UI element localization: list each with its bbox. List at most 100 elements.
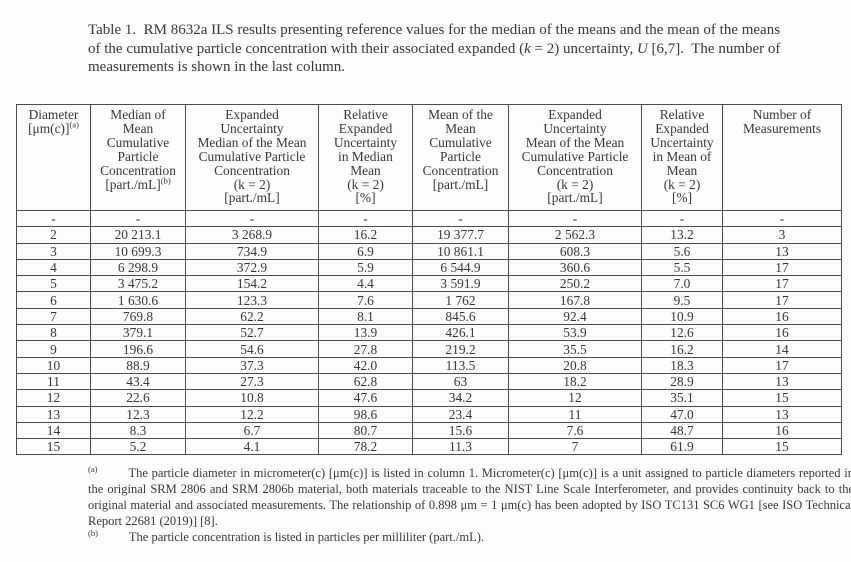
table-cell: 8.3 — [90, 421, 186, 440]
table-cell: 19 377.7 — [412, 226, 509, 244]
table-cell: 12 — [16, 389, 91, 407]
table-cell: 2 — [16, 226, 91, 244]
table-cell: 47.6 — [318, 389, 413, 407]
table-cell: 16 — [722, 324, 842, 342]
table-cell: 16 — [722, 421, 842, 440]
column-header-text: Relative Expanded Uncertainty in Median … — [333, 107, 398, 206]
table-cell: - — [185, 209, 319, 228]
table-cell: 8 — [16, 324, 91, 342]
table-cell: 9.5 — [641, 291, 723, 309]
column-header-mean-concentration: Mean of the Mean Cumulative Particle Con… — [412, 104, 509, 211]
table-cell: 154.2 — [185, 275, 319, 293]
table-cell: 769.8 — [90, 307, 186, 326]
table-cell: 42.0 — [318, 356, 413, 374]
table-cell: 12 — [508, 389, 642, 407]
table-cell: 5.5 — [641, 258, 723, 277]
column-header-relative-uncertainty-mean: Relative Expanded Uncertainty in Mean of… — [641, 104, 723, 211]
table-cell: 219.2 — [412, 340, 509, 358]
table-cell: 18.2 — [508, 372, 642, 391]
table-cell: 379.1 — [90, 324, 186, 342]
caption-text: Table 1. RM 8632a ILS results presenting… — [88, 22, 784, 57]
table-row: 12 22.6 10.8 47.6 34.2 12 35.1 15 — [16, 389, 842, 407]
table-cell: - — [641, 209, 723, 228]
table-cell: 7 — [16, 307, 91, 326]
table-cell: 6.9 — [318, 242, 413, 260]
table-cell: 845.6 — [412, 307, 509, 326]
table-cell: - — [90, 209, 186, 228]
column-header-measurements: Number of Measurements — [722, 104, 842, 211]
table-cell: 12.2 — [185, 405, 319, 423]
table-cell: 52.7 — [185, 324, 319, 342]
table-cell: - — [722, 209, 842, 228]
table-body: -------- 2 20 213.1 3 268.9 16.2 19 377.7 2 5… — [16, 209, 842, 456]
table-cell: 92.4 — [508, 307, 642, 326]
table-cell: 7 — [508, 438, 642, 456]
table-cell: 2 562.3 — [508, 226, 642, 244]
table-cell: 10 861.1 — [412, 242, 509, 260]
table-cell: 4.4 — [318, 275, 413, 293]
header-row: Diameter [μm(c)](a) Median of Mean Cumul… — [16, 104, 842, 211]
table-cell: 3 — [722, 226, 842, 244]
column-header-text: Number of Measurements — [742, 107, 822, 136]
table-cell: 7.0 — [641, 275, 723, 293]
table-cell: 8.1 — [318, 307, 413, 326]
table-cell: 3 591.9 — [412, 275, 509, 293]
table-cell: 7.6 — [508, 421, 642, 440]
table-cell: 20 213.1 — [90, 226, 186, 244]
table-cell: 78.2 — [318, 438, 413, 456]
table-cell: 15 — [722, 389, 842, 407]
table-cell: 13 — [16, 405, 91, 423]
table-cell: 372.9 — [185, 258, 319, 277]
footnote-ref-b: (b) — [160, 175, 171, 186]
footnote-a: (a) The particle diameter in micrometer(c… — [88, 465, 851, 529]
table-row: 7 769.8 62.2 8.1 845.6 92.4 10.9 16 — [16, 307, 842, 326]
table-cell: 426.1 — [412, 324, 509, 342]
table-cell: 18.3 — [641, 356, 723, 374]
table-row: 15 5.2 4.1 78.2 11.3 7 61.9 15 — [16, 438, 842, 456]
table-cell: 1 630.6 — [90, 291, 186, 309]
table-cell: 10 699.3 — [90, 242, 186, 260]
table-cell: 62.8 — [318, 372, 413, 391]
table-row: 9 196.6 54.6 27.8 219.2 35.5 16.2 14 — [16, 340, 842, 358]
table-cell: 48.7 — [641, 421, 723, 440]
table-cell: 13 — [722, 242, 842, 260]
table-cell: 11.3 — [412, 438, 509, 456]
table-row: 3 10 699.3 734.9 6.9 10 861.1 608.3 5.6 13 — [16, 242, 842, 260]
table-cell: 6 — [16, 291, 91, 309]
table-cell: 13 — [722, 372, 842, 391]
table-cell: 5.2 — [90, 438, 186, 456]
table-cell: 4 — [16, 258, 91, 277]
column-header-text: Median of Mean Cumulative Particle Conce… — [100, 107, 176, 192]
table-cell: 61.9 — [641, 438, 723, 456]
caption-text: = 2) uncertainty, — [530, 40, 637, 57]
table-cell: - — [412, 209, 509, 228]
table-cell: 1 762 — [412, 291, 509, 309]
column-header-text: Diameter [μm(c)] — [28, 107, 79, 136]
caption-text: [6,7]. The number of measurements is sho… — [88, 40, 785, 76]
table-cell: 12.6 — [641, 324, 723, 342]
footnote-b-text: The particle concentration is listed in … — [128, 530, 485, 544]
column-header-expanded-uncertainty-mean: Expanded Uncertainty Mean of the Mean Cu… — [508, 104, 642, 211]
table-cell: 37.3 — [185, 356, 319, 374]
column-header-text: Relative Expanded Uncertainty in Mean of… — [650, 107, 714, 206]
table-cell: 250.2 — [508, 275, 642, 293]
table-row: -------- — [16, 209, 842, 228]
table-cell: 15 — [16, 438, 91, 456]
results-table: Diameter [μm(c)](a) Median of Mean Cumul… — [16, 104, 842, 456]
column-header-expanded-uncertainty-median: Expanded Uncertainty Median of the Mean … — [185, 104, 319, 211]
table-cell: 54.6 — [185, 340, 319, 358]
table-cell: 62.2 — [185, 307, 319, 326]
table-cell: 16.2 — [318, 226, 413, 244]
table-cell: 17 — [722, 356, 842, 374]
table-cell: 15 — [722, 438, 842, 456]
table-cell: - — [508, 209, 642, 228]
table-cell: 12.3 — [90, 405, 186, 423]
column-header-diameter: Diameter [μm(c)](a) — [16, 104, 91, 211]
table-cell: 14 — [722, 340, 842, 358]
table-cell: 34.2 — [412, 389, 509, 407]
table-cell: 28.9 — [641, 372, 723, 391]
table-cell: 53.9 — [508, 324, 642, 342]
table-cell: 98.6 — [318, 405, 413, 423]
